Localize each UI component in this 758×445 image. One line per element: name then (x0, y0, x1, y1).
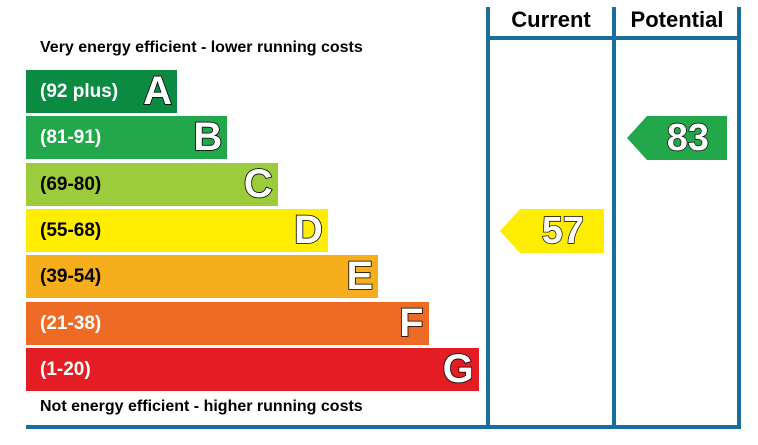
potential-column-header: Potential (630, 7, 724, 32)
band-letter: C (243, 161, 273, 207)
band-range-label: (21-38) (40, 312, 102, 334)
potential-rating-value: 83 (666, 117, 710, 160)
current-rating-arrow: 57 (500, 208, 604, 253)
grid-line (737, 7, 741, 428)
band-letter: F (398, 300, 424, 346)
rating-band-f: (21-38) F (26, 300, 429, 346)
grid-line (486, 7, 490, 428)
rating-band-g: (1-20) G (26, 346, 479, 392)
band-range-label: (1-20) (40, 358, 91, 380)
potential-arrow-shape (627, 116, 727, 161)
chart-top-caption: Very energy efficient - lower running co… (40, 39, 363, 56)
band-letter: B (193, 114, 223, 160)
grid-line (612, 7, 616, 428)
grid-line (486, 36, 741, 40)
band-letter: D (293, 207, 323, 253)
band-letter: E (346, 253, 374, 299)
rating-band-a: (92 plus) A (26, 68, 177, 114)
current-arrow-shape (500, 208, 604, 253)
grid-line (26, 425, 741, 429)
rating-band-d: (55-68) D (26, 207, 328, 253)
rating-band-c: (69-80) C (26, 161, 278, 207)
rating-band-e: (39-54) E (26, 253, 379, 299)
band-letter: A (142, 68, 172, 114)
band-range-label: (92 plus) (40, 81, 119, 102)
band-letter: G (442, 346, 475, 392)
potential-rating-arrow: 83 (627, 116, 727, 161)
current-rating-value: 57 (541, 209, 585, 252)
band-range-label: (39-54) (40, 266, 102, 288)
current-column-header: Current (511, 7, 591, 32)
rating-band-b: (81-91) B (26, 114, 228, 160)
band-range-label: (69-80) (40, 173, 102, 195)
band-range-label: (81-91) (40, 127, 102, 149)
chart-bottom-caption: Not energy efficient - higher running co… (40, 398, 363, 415)
band-range-label: (55-68) (40, 219, 102, 241)
